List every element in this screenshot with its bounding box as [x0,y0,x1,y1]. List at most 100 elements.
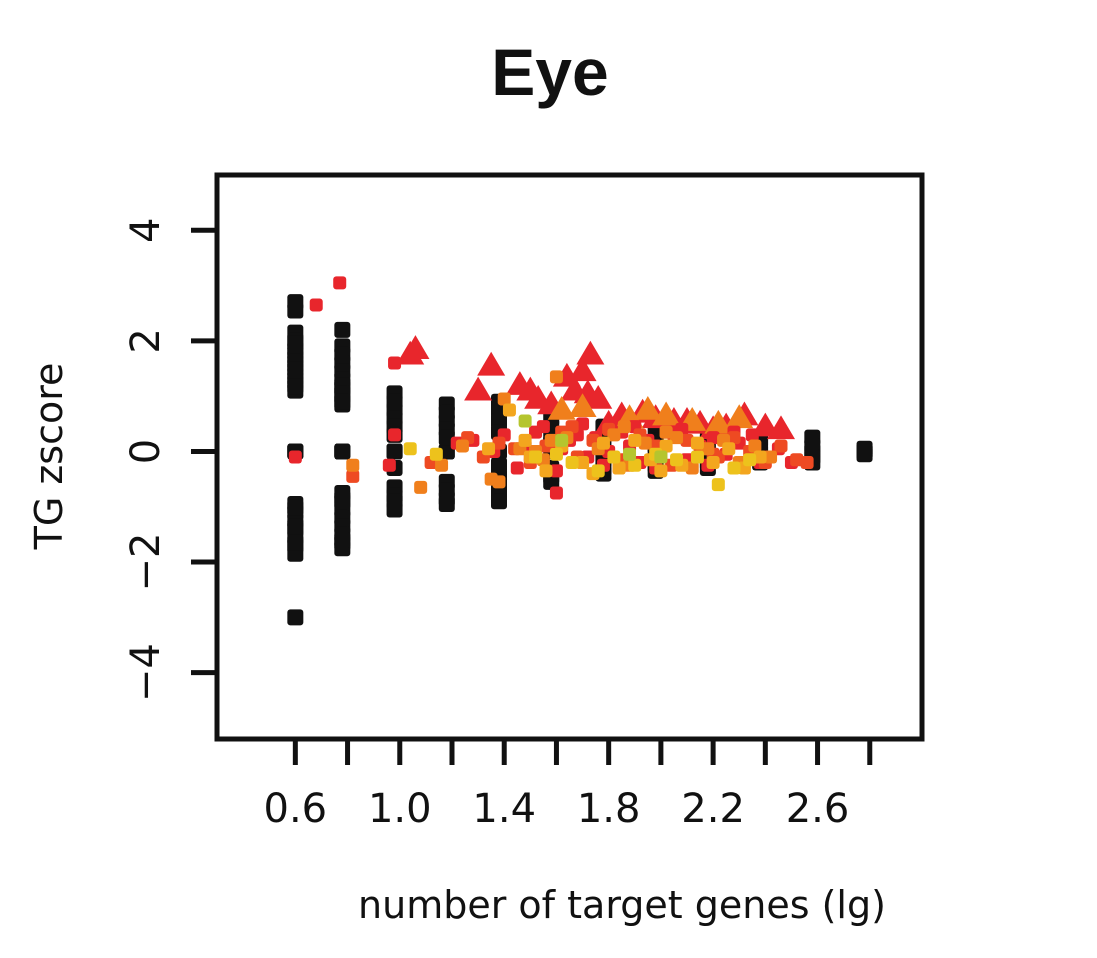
triangle-point [576,340,605,365]
x-tick-label: 1.0 [368,786,432,832]
square-point [659,439,673,453]
square-point [748,439,762,453]
square-point [403,442,417,456]
square-point [386,501,403,518]
square-point [334,531,351,548]
square-point [492,436,506,450]
square-point [670,431,684,445]
square-point [288,450,302,464]
square-point [638,436,652,450]
square-point [790,453,804,467]
square-point [623,447,637,461]
square-point [414,480,428,494]
square-point [654,450,668,464]
square-point [536,420,550,434]
y-tick-label: −2 [123,533,169,592]
square-point [706,456,720,470]
square-point [388,428,402,442]
triangle-point [767,415,795,440]
y-tick-label: 4 [123,218,169,243]
square-point [287,302,304,319]
y-tick-label: 0 [123,439,169,464]
triangle-point [725,404,754,429]
square-point [309,298,323,312]
square-point [544,433,558,447]
square-point [435,458,449,472]
square-point [745,428,759,442]
square-point [680,433,694,447]
square-point [497,392,511,406]
square-point [576,456,590,470]
square-point [502,403,516,417]
square-point [287,499,304,516]
square-point [690,450,704,464]
square-point [287,534,304,551]
square-point [491,493,507,510]
plot-frame [214,172,925,742]
square-point [555,433,569,447]
square-point [334,443,351,460]
y-axis: −4 −2 0 2 4 [123,218,217,702]
square-point [549,370,563,384]
square-point [543,473,560,490]
square-point [596,436,610,450]
square-point [492,475,506,489]
square-point [711,478,725,492]
y-tick-label: −4 [123,643,169,702]
square-point [856,443,873,460]
square-point [565,420,579,434]
x-tick-label: 2.2 [681,786,745,832]
square-point [438,496,455,512]
y-axis-title: TG zscore [27,363,71,551]
square-point [539,464,553,478]
square-point [607,450,621,464]
x-axis: 0.6 1.0 1.4 1.8 2.2 2.6 [264,739,873,832]
triangle-point [584,384,613,409]
square-point [727,431,741,445]
square-point [529,450,543,464]
square-point [334,321,351,338]
x-tick-label: 1.8 [577,786,641,832]
square-point [690,436,704,450]
square-point [549,486,563,500]
square-point [287,518,304,535]
square-point [727,461,741,475]
triangle-point [401,335,430,359]
square-point [518,414,532,428]
square-point [429,447,443,461]
square-point [607,428,621,442]
square-point [346,469,360,483]
triangle-point [568,393,597,418]
x-tick-label: 1.4 [472,786,536,832]
square-point [753,450,767,464]
square-point [549,447,563,461]
square-point [388,356,402,370]
triangle-point [652,401,681,426]
square-point [800,456,814,470]
square-point [617,420,631,434]
triangle-point [633,396,662,420]
triangle-point [477,351,506,376]
square-point [382,458,396,472]
square-point [701,442,715,456]
square-point [549,464,563,478]
square-point [743,453,757,467]
square-point [334,393,351,410]
y-tick-label: 2 [123,328,169,353]
square-point [455,439,469,453]
square-point [706,431,720,445]
square-point [654,464,668,478]
data-marks [287,276,873,626]
square-point [628,458,642,472]
square-point [628,433,642,447]
triangle-point [704,409,733,434]
square-point [774,439,788,453]
x-tick-label: 0.6 [264,786,328,832]
x-axis-title: number of target genes (lg) [358,883,886,927]
square-point [287,378,304,395]
triangle-point [464,376,493,401]
square-point [518,433,532,447]
square-point [576,417,590,431]
triangle-point [568,357,597,382]
